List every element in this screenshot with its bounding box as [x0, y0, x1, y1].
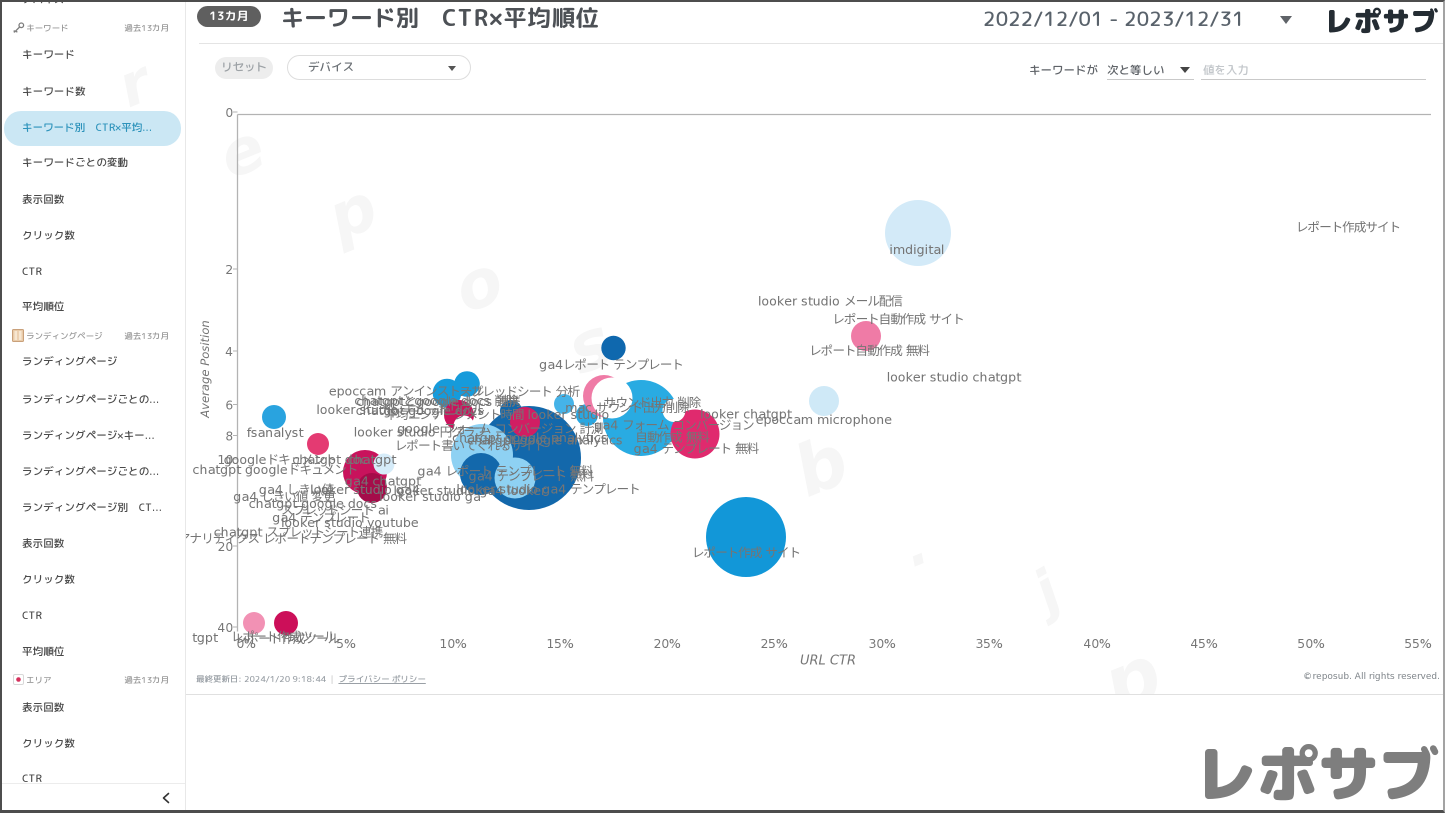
svg-text:chatgpt: chatgpt [348, 452, 397, 467]
svg-text:tgpt: tgpt [191, 630, 218, 645]
svg-text:chatgpt google docs: chatgpt google docs [356, 403, 484, 418]
svg-text:chatgpt doc: chatgpt doc [292, 452, 367, 467]
svg-text:googleドキュメント: googleドキュメント [224, 452, 336, 467]
svg-text:2: 2 [225, 263, 233, 277]
svg-text:サウンド出力 削除: サウンド出力 削除 [604, 395, 702, 410]
svg-text:レポート自動作成 無料: レポート自動作成 無料 [809, 343, 930, 358]
svg-text:ga4 テンプレート 無料: ga4 テンプレート 無料 [634, 441, 760, 456]
svg-text:6: 6 [225, 399, 233, 413]
svg-text:20%: 20% [653, 637, 680, 651]
svg-text:5%: 5% [336, 637, 355, 651]
svg-text:10%: 10% [439, 637, 466, 651]
svg-text:30%: 30% [868, 637, 895, 651]
svg-text:10: 10 [217, 453, 233, 467]
svg-text:ga4 しきい値 変更: ga4 しきい値 変更 [233, 489, 336, 504]
svg-text:20: 20 [217, 540, 233, 554]
svg-text:looker studio chatgpt: looker studio chatgpt [887, 370, 1021, 385]
svg-text:レポート書いてくれるサイト: レポート書いてくれるサイト [395, 438, 546, 453]
svg-text:looker studio ga: looker studio ga [379, 489, 481, 504]
svg-text:URL CTR: URL CTR [800, 654, 856, 669]
svg-text:chatgpt スプレットシート連携: chatgpt スプレットシート連携 [214, 525, 383, 540]
svg-text:google フォーム コンバージョン 計測: google フォーム コンバージョン 計測 [397, 421, 603, 436]
svg-text:looker studio チュートリアル: looker studio チュートリアル [317, 402, 484, 417]
svg-text:55%: 55% [1404, 637, 1431, 651]
svg-text:0%: 0% [236, 637, 255, 651]
svg-text:ga4 テンプレート 無料: ga4 テンプレート 無料 [469, 469, 595, 484]
svg-text:0: 0 [225, 106, 233, 120]
svg-text:epoccam microphone: epoccam microphone [756, 412, 892, 427]
svg-text:looker studio ga4: looker studio ga4 [310, 482, 420, 497]
svg-text:45%: 45% [1190, 637, 1217, 651]
svg-text:平均エンゲージメント時間 looker studio: 平均エンゲージメント時間 looker studio [385, 407, 610, 422]
svg-text:8: 8 [225, 430, 233, 444]
svg-text:chatgpt googleドキュメント: chatgpt googleドキュメント [193, 462, 358, 477]
svg-text:35%: 35% [975, 637, 1002, 651]
svg-text:レポート作成ツール: レポート作成ツール [231, 629, 336, 644]
svg-text:スプレッドシート ai: スプレッドシート ai [281, 503, 389, 518]
svg-text:ga4 テンプレート: ga4 テンプレート [272, 510, 369, 525]
svg-text:looker studio youtube: looker studio youtube [281, 515, 419, 530]
svg-text:imdigital: imdigital [890, 242, 945, 257]
svg-text:50%: 50% [1297, 637, 1324, 651]
svg-text:chatgpt google docs: chatgpt google docs [249, 496, 377, 511]
svg-text:ga4レポート テンプレート: ga4レポート テンプレート [539, 357, 683, 372]
svg-text:アナリティクス レポートテンプレート 無料: アナリティクス レポートテンプレート 無料 [178, 531, 408, 546]
svg-text:レポート作成サイト: レポート作成サイト [1296, 220, 1400, 235]
svg-text:looker studio 円グラフ: looker studio 円グラフ [354, 425, 486, 440]
svg-text:自動作成 無料: 自動作成 無料 [635, 430, 710, 445]
svg-text:mac サウンド出力削除: mac サウンド出力削除 [565, 400, 690, 415]
svg-text:Average Position: Average Position [198, 320, 212, 419]
svg-text:chatgpt google analytics: chatgpt google analytics [467, 433, 622, 448]
svg-text:epoccam アンインストール: epoccam アンインストール [329, 384, 483, 399]
svg-text:レポート作成 サイト: レポート作成 サイト [692, 545, 800, 560]
svg-text:ga4 フォーム コンバージョン: ga4 フォーム コンバージョン [594, 418, 754, 433]
svg-text:looker studio メール配信: looker studio メール配信 [758, 294, 903, 309]
svg-text:ga4 chatgpt: ga4 chatgpt [345, 474, 421, 489]
svg-text:15%: 15% [546, 637, 573, 651]
svg-text:スプレッドシート 分析: スプレッドシート 分析 [459, 384, 580, 399]
svg-text:chatgpt google analytics: chatgpt google analytics [452, 430, 607, 445]
svg-text:fsanalyst: fsanalyst [247, 425, 304, 440]
svg-text:looker studio ga4 テンプレート: looker studio ga4 テンプレート [456, 482, 639, 497]
svg-text:ga4 しきい値: ga4 しきい値 [259, 482, 334, 497]
svg-text:ga4 レポート テンプレート 無料: ga4 レポート テンプレート 無料 [418, 464, 594, 479]
svg-text:looker studio ga4 looker: looker studio ga4 looker [394, 483, 547, 498]
svg-text:レポート作成ツール: レポート作成ツール [235, 631, 340, 646]
svg-text:chatgptとgoogle docs 連携: chatgptとgoogle docs 連携 [356, 394, 519, 409]
svg-text:4: 4 [225, 345, 233, 359]
svg-text:chatgptとgoogle docs 削除: chatgptとgoogle docs 削除 [354, 393, 518, 408]
svg-text:レポート自動作成 サイト: レポート自動作成 サイト [832, 312, 963, 327]
svg-text:looker chatgpt: looker chatgpt [700, 407, 792, 422]
svg-text:25%: 25% [760, 637, 787, 651]
svg-text:40%: 40% [1083, 637, 1110, 651]
svg-text:40: 40 [217, 621, 233, 635]
